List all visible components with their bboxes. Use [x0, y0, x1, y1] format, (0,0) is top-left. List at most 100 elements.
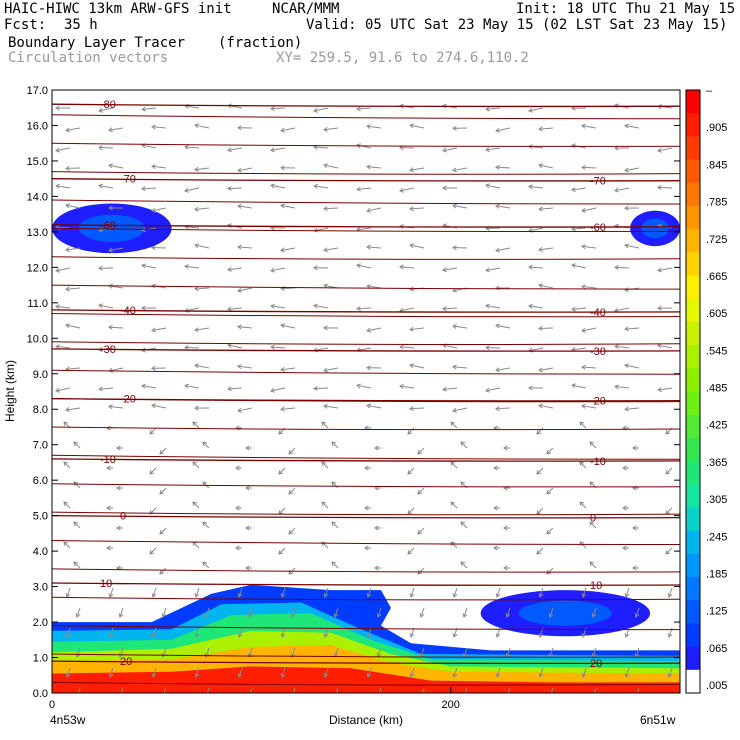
- vector-head: [366, 632, 372, 638]
- vector-head: [399, 264, 404, 270]
- vector-head: [280, 406, 285, 412]
- vector-head: [495, 127, 500, 133]
- vector-arrow: [331, 561, 339, 569]
- vector-head: [460, 441, 466, 447]
- y-tick-label: 8.0: [33, 404, 48, 416]
- field-units: (fraction): [218, 35, 303, 51]
- vector-arrow: [442, 307, 458, 310]
- vector-arrow: [270, 305, 286, 309]
- vector-head: [280, 165, 285, 171]
- vector-head: [237, 324, 242, 330]
- vector-arrow: [152, 627, 157, 638]
- y-tick-label: 1.0: [33, 653, 48, 665]
- vector-arrow: [538, 127, 554, 130]
- vector-head: [624, 672, 630, 678]
- vector-arrow: [409, 327, 425, 331]
- vector-head: [399, 224, 404, 229]
- vector-head: [63, 501, 69, 507]
- vector-arrow: [331, 481, 339, 489]
- vector-head: [55, 105, 60, 111]
- vector-head: [374, 565, 379, 571]
- model-title: HAIC-HIWC 13km ARW-GFS init: [4, 1, 232, 17]
- vector-head: [579, 501, 585, 507]
- colorbar-swatch: [686, 577, 700, 601]
- vector-head: [581, 632, 587, 638]
- vector-head: [227, 147, 232, 153]
- contour-line: [52, 625, 680, 631]
- vector-head: [399, 344, 404, 350]
- vector-head: [409, 167, 414, 173]
- vector-head: [657, 387, 662, 393]
- vector-arrow: [141, 187, 157, 190]
- vector-head: [151, 124, 156, 130]
- vector-arrow: [614, 266, 630, 269]
- vector-head: [245, 565, 250, 571]
- vector-arrow: [227, 187, 243, 190]
- vector-head: [141, 383, 146, 389]
- vector-arrow: [668, 587, 673, 598]
- vector-arrow: [377, 647, 382, 658]
- vector-head: [528, 107, 533, 113]
- vector-head: [376, 612, 382, 618]
- vector-arrow: [184, 346, 200, 349]
- vector-head: [495, 367, 500, 373]
- vector-head: [151, 327, 156, 333]
- vector-head: [442, 103, 447, 109]
- vector-head: [548, 612, 554, 618]
- vector-arrow: [506, 647, 511, 658]
- vector-head: [108, 163, 113, 169]
- vector-head: [55, 267, 60, 273]
- vector-head: [624, 123, 629, 129]
- tracer-patch-core-2: [518, 600, 612, 626]
- vector-head: [65, 672, 71, 678]
- vector-head: [334, 692, 335, 693]
- vector-arrow: [452, 167, 468, 172]
- vector-arrow: [281, 627, 286, 638]
- vector-head: [624, 167, 629, 173]
- vector-head: [106, 545, 111, 551]
- vector-head: [506, 692, 507, 693]
- vector-head: [116, 485, 121, 491]
- colorbar-swatch: [686, 368, 700, 392]
- vector-arrow: [377, 607, 382, 618]
- vector-head: [485, 106, 490, 112]
- vector-arrow: [270, 267, 286, 272]
- vector-arrow: [420, 607, 425, 618]
- vector-arrow: [280, 127, 296, 132]
- vector-head: [280, 366, 285, 372]
- vector-head: [366, 327, 371, 333]
- vector-arrow: [73, 481, 81, 489]
- vector-head: [237, 203, 242, 209]
- colorbar-label: .845: [706, 159, 727, 171]
- vector-arrow: [98, 107, 114, 112]
- vector-head: [581, 327, 586, 333]
- vector-arrow: [495, 247, 511, 252]
- vector-arrow: [528, 266, 544, 269]
- vector-head: [667, 592, 673, 598]
- vector-arrow: [194, 364, 210, 369]
- vector-arrow: [356, 347, 372, 351]
- forecast-label: Fcst:: [4, 17, 47, 33]
- contour-label-right: -40: [590, 307, 606, 319]
- vector-head: [237, 592, 243, 598]
- vector-arrow: [280, 247, 296, 251]
- vector-arrow: [65, 204, 81, 209]
- vector-head: [528, 385, 533, 391]
- colorbar-label: .365: [706, 457, 727, 469]
- vector-arrow: [270, 387, 286, 392]
- vector-head: [632, 525, 637, 531]
- vector-head: [235, 545, 240, 551]
- vector-arrow: [192, 421, 200, 429]
- vector-arrow: [409, 167, 425, 171]
- colorbar-swatch: [686, 600, 700, 624]
- vector-head: [184, 144, 189, 150]
- colorbar-swatch: [686, 414, 700, 439]
- vector-arrow: [237, 287, 253, 292]
- vector-head: [581, 592, 587, 598]
- colorbar-swatch: [686, 391, 700, 416]
- vector-head: [108, 247, 113, 253]
- vector-arrow: [321, 421, 329, 429]
- vector-head: [108, 205, 113, 211]
- vector-head: [331, 481, 337, 487]
- vector-head: [98, 265, 103, 271]
